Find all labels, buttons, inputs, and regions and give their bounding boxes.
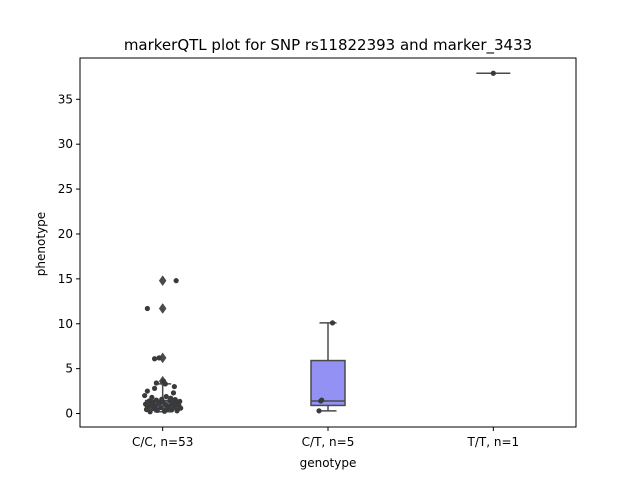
y-tick-label: 20 xyxy=(58,227,73,241)
data-point xyxy=(156,355,162,361)
plot-area xyxy=(142,70,511,415)
data-point xyxy=(177,398,183,405)
data-point xyxy=(142,401,149,407)
data-point xyxy=(329,320,336,326)
data-point xyxy=(319,397,325,403)
data-point xyxy=(149,394,155,400)
data-point xyxy=(151,385,158,391)
data-point xyxy=(171,383,177,390)
data-point xyxy=(173,278,179,284)
data-point xyxy=(172,397,178,403)
data-point xyxy=(146,398,152,404)
box-group xyxy=(310,320,346,414)
data-point xyxy=(151,356,158,362)
data-point xyxy=(158,405,164,411)
data-point xyxy=(160,378,167,384)
data-point xyxy=(159,396,165,402)
y-tick-label: 30 xyxy=(58,137,73,151)
data-point xyxy=(174,408,180,414)
x-tick-label: T/T, n=1 xyxy=(467,435,520,449)
data-point xyxy=(153,397,159,403)
data-point xyxy=(153,380,159,386)
box-body xyxy=(310,359,346,407)
data-point xyxy=(163,393,169,400)
y-tick-label: 25 xyxy=(58,182,73,196)
x-tick-label: C/T, n=5 xyxy=(302,435,355,449)
y-axis-label: phenotype xyxy=(34,212,48,276)
data-point xyxy=(152,403,159,409)
axes: 0 5 10 15 20 25 30 35 C/C, n=53 C/T, n=5 T/T, n=1 xyxy=(58,92,519,449)
data-point xyxy=(168,395,174,401)
chart-title: markerQTL plot for SNP rs11822393 and ma… xyxy=(124,36,532,55)
y-tick-label: 15 xyxy=(58,272,73,286)
box-group xyxy=(476,70,511,76)
x-tick-label: C/C, n=53 xyxy=(132,435,193,449)
data-point xyxy=(490,70,496,76)
data-point xyxy=(144,388,150,394)
y-tick-label: 5 xyxy=(65,362,73,376)
y-tick-label: 35 xyxy=(58,92,73,106)
data-point xyxy=(144,305,150,312)
outlier-marker xyxy=(158,303,167,314)
box-group xyxy=(142,275,184,415)
outlier-marker xyxy=(158,275,167,287)
x-axis-label: genotype xyxy=(300,456,357,470)
data-point xyxy=(170,390,177,396)
y-tick-label: 0 xyxy=(65,407,73,421)
data-point xyxy=(142,392,148,399)
data-point xyxy=(316,408,322,414)
y-tick-label: 10 xyxy=(58,317,73,331)
